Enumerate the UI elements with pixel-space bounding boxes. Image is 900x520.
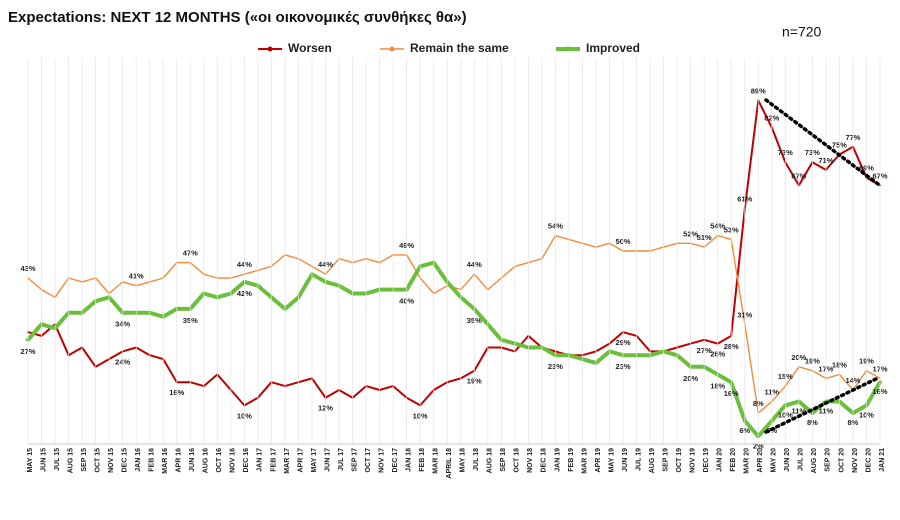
x-tick-label: APR 19	[595, 448, 602, 473]
x-tick-label: JUN 19	[622, 448, 629, 472]
x-tick-label: OCT 20	[838, 448, 845, 473]
x-tick-label: FEB 18	[419, 448, 426, 472]
x-tick-label: JUL 20	[798, 448, 805, 471]
trend-line	[764, 98, 880, 186]
x-tick-label: MAY 15	[27, 448, 34, 473]
x-tick-label: MAR 17	[284, 448, 291, 474]
x-tick-label: DEC 20	[865, 448, 872, 473]
x-tick-label: APR 20	[757, 448, 764, 473]
x-tick-label: NOV 15	[108, 448, 115, 473]
series-line	[27, 234, 881, 414]
x-tick-label: NOV 18	[527, 448, 534, 473]
series-line	[27, 99, 881, 407]
x-tick-label: APR 17	[297, 448, 304, 473]
legend-label: Worsen	[288, 41, 332, 55]
x-tick-label: JAN 17	[257, 448, 264, 472]
legend-label: Improved	[586, 41, 640, 55]
x-tick-label: JUL 19	[635, 448, 642, 471]
x-tick-label: FEB 17	[270, 448, 277, 472]
x-tick-label: MAY 19	[608, 448, 615, 473]
x-tick-label: SEP 15	[81, 448, 88, 472]
x-tick-label: JUN 20	[784, 448, 791, 472]
x-tick-label: AUG 18	[487, 448, 494, 473]
x-tick-label: OCT 15	[94, 448, 101, 473]
x-tick-label: JAN 16	[135, 448, 142, 472]
x-tick-label: AUG 19	[649, 448, 656, 473]
x-tick-label: SEP 19	[662, 448, 669, 472]
x-tick-label: JAN 20	[717, 448, 724, 472]
x-tick-label: MAR 16	[162, 448, 169, 474]
x-tick-label: OCT 18	[514, 448, 521, 473]
x-tick-label: SEP 18	[500, 448, 507, 472]
x-tick-label: APRIL 18	[446, 448, 453, 479]
x-tick-label: JAN 18	[406, 448, 413, 472]
x-tick-label: MAR 18	[433, 448, 440, 474]
x-tick-label: MAR 19	[581, 448, 588, 474]
x-tick-label: JUN 15	[40, 448, 47, 472]
x-tick-label: AUG 20	[811, 448, 818, 473]
x-tick-label: FEB 19	[568, 448, 575, 472]
data-label: 2%	[753, 441, 764, 450]
x-tick-label: NOV 17	[378, 448, 385, 473]
x-tick-label: NOV 19	[690, 448, 697, 473]
trend-line	[764, 376, 880, 434]
x-tick-label: MAY 20	[771, 448, 778, 473]
x-tick-label: JUL 18	[473, 448, 480, 471]
x-tick-label: JUN 16	[189, 448, 196, 472]
x-tick-label: DEC 18	[541, 448, 548, 473]
x-tick-label: JAN 21	[879, 448, 886, 472]
x-tick-label: APR 16	[176, 448, 183, 473]
x-tick-label: OCT 16	[216, 448, 223, 473]
x-tick-label: JAN 19	[554, 448, 561, 472]
x-tick-label: FEB 20	[730, 448, 737, 472]
x-tick-label: MAR 20	[744, 448, 751, 474]
chart-title: Expectations: NEXT 12 MONTHS («οι οικονο…	[8, 9, 467, 26]
x-tick-label: FEB 16	[149, 448, 156, 472]
x-tick-label: AUG 16	[203, 448, 210, 473]
x-tick-label: NOV 16	[230, 448, 237, 473]
x-tick-label: DEC 19	[703, 448, 710, 473]
x-tick-label: SEP 20	[825, 448, 832, 472]
series-line	[26, 260, 882, 439]
annotation: n=720	[782, 24, 822, 40]
x-tick-label: SEP 17	[351, 448, 358, 472]
x-tick-label: NOV 20	[852, 448, 859, 473]
x-tick-label: DEC 15	[122, 448, 129, 473]
legend-label: Remain the same	[410, 41, 509, 55]
x-tick-label: JUL 15	[54, 448, 61, 471]
x-tick-label: JUL 17	[338, 448, 345, 471]
x-tick-label: JUN 17	[324, 448, 331, 472]
x-tick-label: DEC 16	[243, 448, 250, 473]
x-tick-label: AUG 15	[67, 448, 74, 473]
x-tick-label: MAY 18	[460, 448, 467, 473]
x-tick-label: OCT 17	[365, 448, 372, 473]
x-tick-label: OCT 19	[676, 448, 683, 473]
x-tick-label: MAY 17	[311, 448, 318, 473]
x-tick-label: DEC 17	[392, 448, 399, 473]
